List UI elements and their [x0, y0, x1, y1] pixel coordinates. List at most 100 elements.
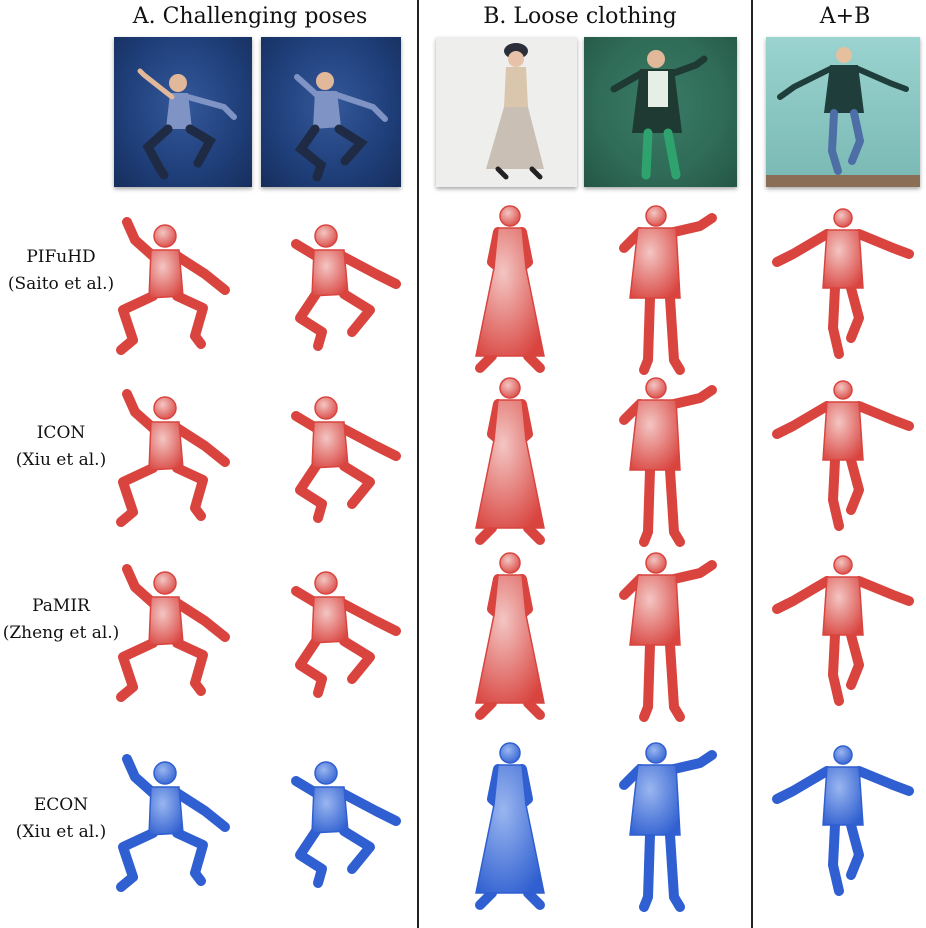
mesh-limb [772, 401, 832, 439]
mesh-limb [665, 640, 685, 722]
input-photo-pose-and-clothing [766, 37, 920, 187]
method-citation: (Zheng et al.) [2, 623, 120, 643]
mesh-limb [122, 564, 158, 608]
mesh-icon-dress [475, 377, 545, 545]
mesh-limb [854, 576, 914, 606]
mesh-head [314, 571, 338, 595]
mesh-pifuhd-spread [772, 208, 914, 359]
row-label-pifuhd: PIFuHD (Saito et al.) [0, 244, 122, 298]
column-divider-1 [417, 0, 419, 928]
mesh-head [499, 205, 521, 227]
method-citation: (Saito et al.) [7, 274, 115, 294]
mesh-torso [311, 786, 349, 834]
mesh-pamir-jump2 [291, 571, 401, 698]
mesh-head [499, 552, 521, 574]
mesh-limb [172, 423, 230, 467]
mesh-head [153, 571, 177, 595]
mesh-limb [337, 788, 401, 826]
mesh-torso [629, 399, 681, 471]
mesh-torso [475, 399, 545, 529]
mesh-pamir-dress [475, 552, 545, 720]
mesh-icon-coat [619, 377, 717, 547]
mesh-limb [172, 828, 208, 886]
mesh-limb [339, 289, 375, 337]
mesh-icon-spread [772, 380, 914, 531]
mesh-limb [291, 586, 321, 608]
mesh-head [153, 396, 177, 420]
row-label-pamir: PaMIR (Zheng et al.) [0, 593, 122, 647]
mesh-pamir-spread [772, 555, 914, 706]
mesh-limb [639, 465, 655, 547]
mesh-head [314, 761, 338, 785]
mesh-pamir-jump1 [116, 564, 230, 702]
mesh-head [153, 761, 177, 785]
mesh-torso [311, 249, 349, 297]
mesh-limb [846, 630, 864, 690]
mesh-head [645, 205, 667, 227]
mesh-limb [116, 291, 158, 355]
mesh-torso [148, 421, 184, 471]
mesh-limb [122, 217, 158, 261]
mesh-econ-coat [619, 742, 717, 912]
mesh-limb [828, 820, 844, 896]
mesh-limb [291, 239, 321, 261]
mesh-icon-jump1 [116, 389, 230, 527]
column-divider-2 [751, 0, 753, 928]
mesh-limb [846, 455, 864, 515]
mesh-limb [523, 698, 545, 720]
mesh-limb [669, 750, 717, 774]
mesh-head [499, 742, 521, 764]
mesh-limb [475, 698, 497, 720]
mesh-limb [339, 826, 375, 874]
mesh-torso [629, 764, 681, 836]
mesh-limb [172, 291, 208, 349]
mesh-pifuhd-dress [475, 205, 545, 373]
mesh-limb [828, 455, 844, 531]
mesh-limb [291, 411, 321, 433]
mesh-torso [148, 596, 184, 646]
mesh-limb [665, 465, 685, 547]
mesh-head [499, 377, 521, 399]
mesh-limb [337, 423, 401, 461]
mesh-torso [475, 764, 545, 894]
mesh-limb [116, 463, 158, 527]
method-name: PIFuHD [26, 247, 96, 267]
header-loose-clothing: B. Loose clothing [483, 4, 677, 29]
header-challenging-poses: A. Challenging poses [132, 4, 368, 29]
input-photo-pose-2 [261, 37, 401, 187]
method-citation: (Xiu et al.) [15, 450, 107, 470]
mesh-limb [122, 389, 158, 433]
mesh-limb [172, 598, 230, 642]
mesh-head [645, 742, 667, 764]
mesh-head [645, 377, 667, 399]
mesh-econ-jump1 [116, 754, 230, 892]
mesh-limb [639, 640, 655, 722]
mesh-limb [295, 636, 327, 698]
mesh-head [153, 224, 177, 248]
input-photo-pose-1 [114, 37, 252, 187]
mesh-limb [523, 888, 545, 910]
mesh-torso [148, 786, 184, 836]
mesh-limb [523, 351, 545, 373]
mesh-limb [772, 766, 832, 804]
mesh-econ-spread [772, 745, 914, 896]
row-label-icon: ICON (Xiu et al.) [0, 420, 122, 474]
mesh-torso [629, 574, 681, 646]
row-label-econ: ECON (Xiu et al.) [0, 792, 122, 846]
mesh-torso [822, 766, 864, 826]
mesh-torso [148, 249, 184, 299]
mesh-limb [846, 283, 864, 343]
mesh-torso [629, 227, 681, 299]
header-a-plus-b: A+B [819, 4, 871, 29]
mesh-limb [669, 385, 717, 409]
mesh-head [833, 208, 853, 228]
mesh-limb [172, 251, 230, 295]
mesh-pifuhd-coat [619, 205, 717, 375]
mesh-limb [295, 826, 327, 888]
mesh-limb [475, 351, 497, 373]
mesh-limb [295, 289, 327, 351]
method-name: ECON [33, 795, 89, 815]
mesh-limb [639, 830, 655, 912]
mesh-head [314, 396, 338, 420]
mesh-torso [475, 574, 545, 704]
